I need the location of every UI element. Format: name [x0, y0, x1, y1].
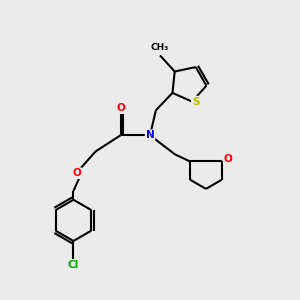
Text: O: O: [73, 168, 81, 178]
Text: Cl: Cl: [68, 260, 79, 270]
Text: O: O: [224, 154, 233, 164]
Text: O: O: [116, 103, 125, 113]
Text: CH₃: CH₃: [151, 44, 169, 52]
Text: N: N: [146, 130, 154, 140]
Text: S: S: [192, 97, 200, 106]
